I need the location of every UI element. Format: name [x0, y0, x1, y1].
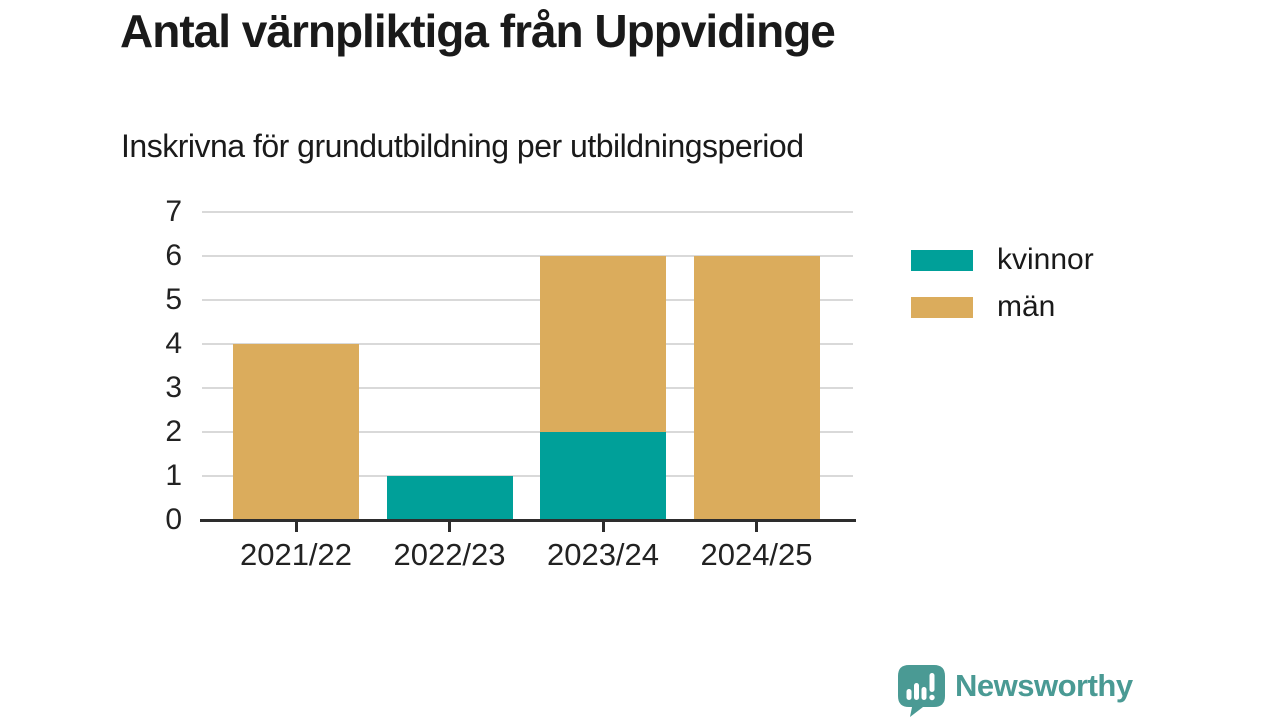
- x-tick-2022-23: [448, 522, 451, 532]
- x-tick-label-2023-24: 2023/24: [546, 537, 660, 572]
- legend-swatch-män: [911, 296, 973, 318]
- bar-2024-25-män: [693, 256, 820, 520]
- x-tick-2021-22: [294, 522, 298, 532]
- gridline-y2: [202, 431, 853, 433]
- x-tick-2023-24: [601, 522, 605, 532]
- x-tick-2024-25: [755, 522, 758, 532]
- x-tick-label-2024-25: 2024/25: [700, 537, 813, 572]
- x-tick-label-2021-22: 2021/22: [239, 537, 353, 572]
- y-tick-label-3: 3: [165, 371, 182, 404]
- legend-item-män: män: [911, 290, 1191, 323]
- y-tick-label-6: 6: [165, 239, 182, 272]
- y-tick-label-7: 7: [165, 195, 182, 228]
- bar-2023-24-kvinnor: [540, 432, 666, 520]
- y-tick-label-0: 0: [165, 503, 182, 536]
- bar-2022-23-kvinnor: [386, 476, 513, 520]
- plot-area: [202, 211, 853, 520]
- y-tick-label-2: 2: [165, 415, 182, 448]
- chart-subtitle: Inskrivna för grundutbildning per utbild…: [121, 128, 804, 164]
- y-tick-label-4: 4: [165, 327, 182, 360]
- x-tick-label-2022-23: 2022/23: [393, 537, 506, 572]
- gridline-y4: [202, 343, 853, 345]
- bar-2021-22-män: [233, 344, 359, 520]
- legend: kvinnor män: [911, 243, 1191, 341]
- legend-label-män: män: [997, 290, 1056, 323]
- x-axis-line: [200, 519, 856, 522]
- newsworthy-logo-icon: [898, 665, 945, 717]
- bar-2023-24-män: [540, 256, 666, 432]
- gridline-y6: [202, 255, 853, 257]
- legend-label-kvinnor: kvinnor: [997, 243, 1094, 276]
- chart-title: Antal värnpliktiga från Uppvidinge: [120, 5, 836, 57]
- newsworthy-wordmark: Newsworthy: [955, 668, 1133, 703]
- newsworthy-branding: Newsworthy: [898, 665, 1133, 717]
- legend-swatch-kvinnor: [911, 249, 973, 271]
- gridline-y1: [202, 475, 853, 477]
- gridline-y7: [202, 211, 853, 213]
- legend-item-kvinnor: kvinnor: [911, 243, 1191, 276]
- gridline-y5: [202, 299, 853, 301]
- gridline-y3: [202, 387, 853, 389]
- y-tick-label-1: 1: [165, 459, 182, 492]
- y-tick-label-5: 5: [165, 283, 182, 316]
